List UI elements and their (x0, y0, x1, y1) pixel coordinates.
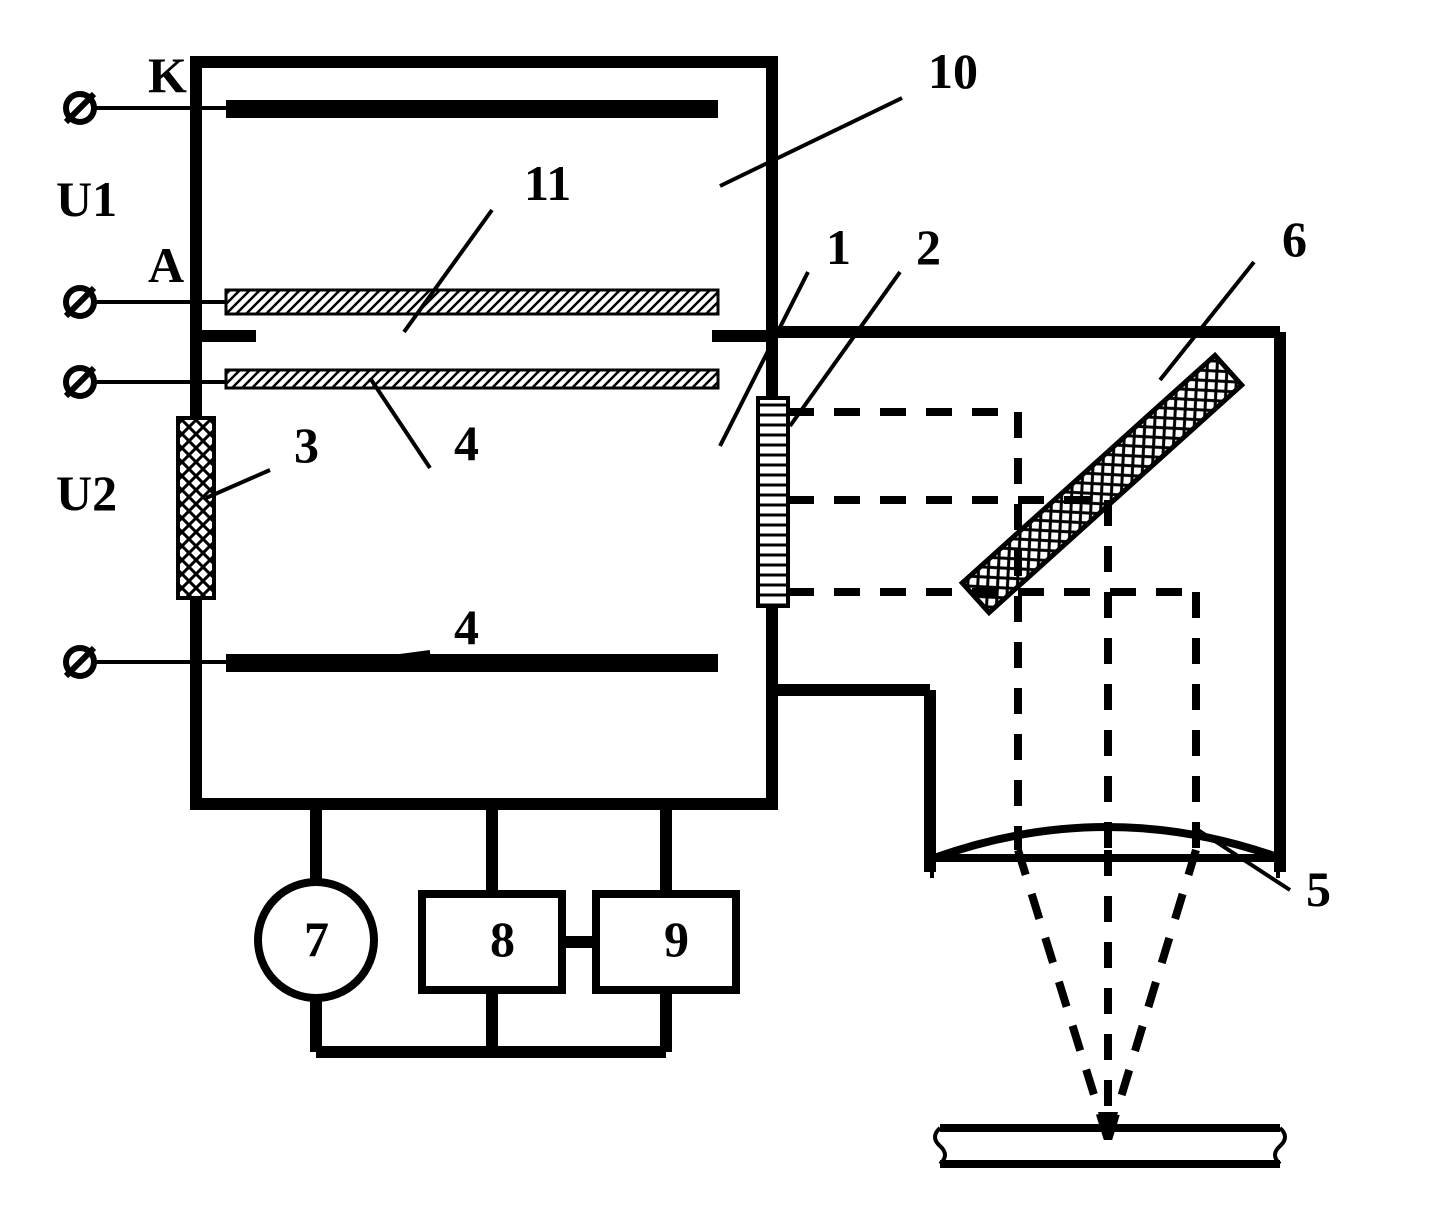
plate-lower (226, 654, 718, 672)
cathode (226, 100, 718, 118)
anode (226, 290, 718, 314)
plate-upper (226, 370, 718, 388)
label-n10: 10 (928, 43, 978, 99)
label-n6: 6 (1282, 211, 1307, 267)
label-n4: 4 (454, 415, 479, 471)
element-2 (758, 398, 788, 606)
mirror-6 (962, 355, 1241, 612)
label-n3: 3 (294, 417, 319, 473)
label-n5: 5 (1306, 861, 1331, 917)
element-3 (178, 418, 214, 598)
label-n8: 8 (490, 911, 515, 967)
label-U2: U2 (56, 465, 117, 521)
label-U1: U1 (56, 171, 117, 227)
label-n2: 2 (916, 219, 941, 275)
label-n9: 9 (664, 911, 689, 967)
label-n7: 7 (304, 911, 329, 967)
label-K: K (148, 47, 187, 103)
label-n1: 1 (826, 219, 851, 275)
label-n11: 11 (524, 155, 571, 211)
label-n4b: 4 (454, 599, 479, 655)
label-A: A (148, 237, 184, 293)
